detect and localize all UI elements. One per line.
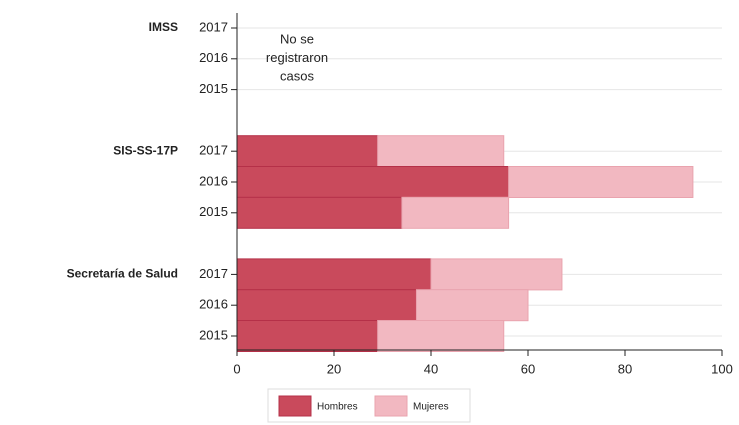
legend-label: Hombres	[317, 402, 358, 413]
y-tick-label: 2016	[199, 173, 228, 188]
bar	[236, 196, 403, 229]
legend-label: Mujeres	[413, 402, 449, 413]
group-label: IMSS	[149, 20, 178, 34]
x-tick-label: 20	[327, 361, 341, 376]
y-tick-label: 2015	[199, 327, 228, 342]
bar	[401, 196, 510, 229]
y-tick-label: 2017	[199, 143, 228, 158]
bar	[236, 289, 417, 322]
x-tick-label: 80	[618, 361, 632, 376]
bar	[377, 320, 505, 352]
group-label: SIS-SS-17P	[113, 143, 178, 157]
legend-swatch	[374, 395, 408, 417]
y-tick-label: 2016	[199, 50, 228, 65]
bar	[415, 289, 529, 322]
bar	[430, 258, 563, 291]
x-tick-label: 100	[711, 361, 733, 376]
bar	[236, 135, 379, 168]
y-tick-label: 2017	[199, 266, 228, 281]
annotation: casos	[280, 68, 314, 83]
annotation: No se	[280, 31, 314, 46]
bar	[377, 135, 505, 168]
y-tick-label: 2017	[199, 19, 228, 34]
y-tick-label: 2015	[199, 204, 228, 219]
y-tick-label: 2015	[199, 81, 228, 96]
group-label: Secretaría de Salud	[67, 267, 178, 281]
x-tick-label: 40	[424, 361, 438, 376]
x-tick-label: 0	[233, 361, 240, 376]
bar	[508, 166, 694, 198]
bar	[236, 258, 432, 291]
bar	[236, 320, 379, 352]
annotation: registraron	[266, 50, 328, 65]
bar	[236, 166, 510, 198]
y-tick-label: 2016	[199, 297, 228, 312]
x-tick-label: 60	[521, 361, 535, 376]
legend-swatch	[278, 395, 312, 417]
